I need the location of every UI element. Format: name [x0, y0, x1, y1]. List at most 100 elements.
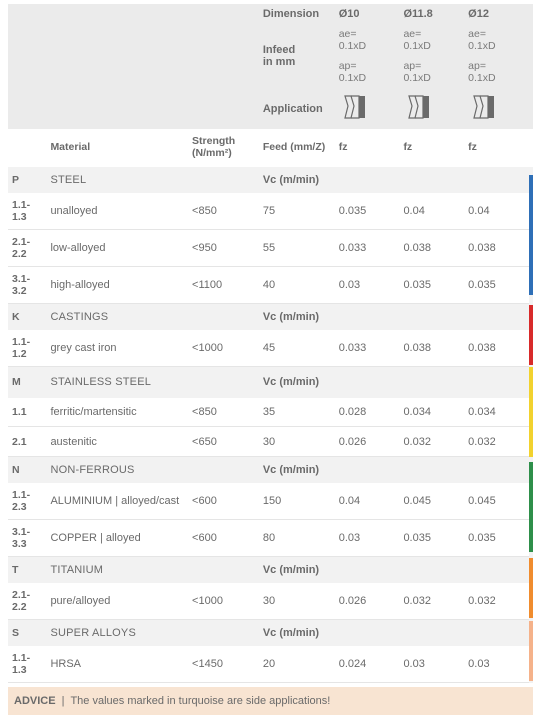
group-code: P	[8, 167, 46, 193]
group-name: TITANIUM	[46, 557, 188, 584]
top-header: Dimension Ø10 Ø11.8 Ø12 Infeed in mm ae=…	[8, 4, 533, 129]
group-stripe	[529, 457, 533, 557]
row-fz-1: 0.035	[399, 520, 464, 557]
ap-2: ap= 0.1xD	[464, 56, 529, 88]
row-fz-0: 0.028	[335, 398, 400, 427]
data-row: 1.1-1.3HRSA<1450200.0240.030.03	[8, 646, 533, 683]
group-name: NON-FERROUS	[46, 457, 188, 484]
cutting-data-table: Dimension Ø10 Ø11.8 Ø12 Infeed in mm ae=…	[0, 0, 541, 719]
row-strength: <1000	[188, 330, 259, 367]
row-fz-0: 0.033	[335, 230, 400, 267]
strength-header: Strength (N/mm²)	[188, 129, 259, 167]
row-fz-2: 0.045	[464, 483, 529, 520]
app-icon-0	[335, 88, 400, 129]
row-fz-2: 0.03	[464, 646, 529, 683]
app-icon-2	[464, 88, 529, 129]
group-stripe	[529, 367, 533, 457]
row-strength: <1000	[188, 583, 259, 620]
row-material: high-alloyed	[46, 267, 188, 304]
row-strength: <600	[188, 520, 259, 557]
row-fz-0: 0.04	[335, 483, 400, 520]
group-stripe	[529, 557, 533, 620]
data-row: 1.1-1.2grey cast iron<1000450.0330.0380.…	[8, 330, 533, 367]
row-fz-0: 0.035	[335, 193, 400, 230]
advice-label: ADVICE	[14, 695, 56, 707]
feed-header: Feed (mm/Z)	[259, 129, 335, 167]
row-fz-1: 0.032	[399, 583, 464, 620]
row-material: pure/alloyed	[46, 583, 188, 620]
group-header-row: NNON-FERROUS Vc (m/min)	[8, 457, 533, 484]
row-vc: 20	[259, 646, 335, 683]
row-fz-1: 0.038	[399, 330, 464, 367]
row-strength: <1450	[188, 646, 259, 683]
advice-box: ADVICE | The values marked in turquoise …	[8, 687, 533, 715]
row-strength: <1100	[188, 267, 259, 304]
ap-0: ap= 0.1xD	[335, 56, 400, 88]
data-row: 3.1-3.3COPPER | alloyed<600800.030.0350.…	[8, 520, 533, 557]
row-code: 1.1-1.3	[8, 646, 46, 683]
row-strength: <600	[188, 483, 259, 520]
row-fz-0: 0.024	[335, 646, 400, 683]
advice-text: The values marked in turquoise are side …	[70, 695, 330, 707]
row-code: 2.1-2.2	[8, 230, 46, 267]
group-header-row: PSTEEL Vc (m/min)	[8, 167, 533, 193]
vc-label: Vc (m/min)	[259, 167, 335, 193]
data-row: 3.1-3.2high-alloyed<1100400.030.0350.035	[8, 267, 533, 304]
data-row: 2.1-2.2low-alloyed<950550.0330.0380.038	[8, 230, 533, 267]
row-fz-1: 0.035	[399, 267, 464, 304]
row-code: 1.1-1.2	[8, 330, 46, 367]
group-stripe	[529, 167, 533, 304]
row-strength: <850	[188, 398, 259, 427]
main-table: Dimension Ø10 Ø11.8 Ø12 Infeed in mm ae=…	[8, 4, 533, 683]
fz-header-2: fz	[464, 129, 529, 167]
vc-label: Vc (m/min)	[259, 304, 335, 331]
ae-2: ae= 0.1xD	[464, 24, 529, 56]
row-code: 2.1	[8, 427, 46, 457]
row-material: low-alloyed	[46, 230, 188, 267]
row-fz-1: 0.045	[399, 483, 464, 520]
group-code: K	[8, 304, 46, 331]
row-material: COPPER | alloyed	[46, 520, 188, 557]
row-fz-1: 0.034	[399, 398, 464, 427]
column-headers: Material Strength (N/mm²) Feed (mm/Z) fz…	[8, 129, 533, 167]
row-vc: 35	[259, 398, 335, 427]
fz-header-1: fz	[399, 129, 464, 167]
group-name: SUPER ALLOYS	[46, 620, 188, 647]
row-strength: <950	[188, 230, 259, 267]
infeed-label: Infeed in mm	[259, 24, 335, 88]
row-material: ferritic/martensitic	[46, 398, 188, 427]
row-fz-2: 0.038	[464, 230, 529, 267]
row-fz-1: 0.04	[399, 193, 464, 230]
data-row: 2.1austenitic<650300.0260.0320.032	[8, 427, 533, 457]
group-stripe	[529, 304, 533, 367]
group-name: CASTINGS	[46, 304, 188, 331]
row-code: 1.1	[8, 398, 46, 427]
row-fz-2: 0.038	[464, 330, 529, 367]
row-fz-2: 0.032	[464, 427, 529, 457]
row-material: ALUMINIUM | alloyed/cast	[46, 483, 188, 520]
row-code: 2.1-2.2	[8, 583, 46, 620]
dia-1: Ø11.8	[399, 4, 464, 24]
group-code: T	[8, 557, 46, 584]
dia-0: Ø10	[335, 4, 400, 24]
group-header-row: SSUPER ALLOYSVc (m/min)	[8, 620, 533, 647]
row-code: 3.1-3.2	[8, 267, 46, 304]
row-fz-2: 0.04	[464, 193, 529, 230]
row-fz-0: 0.03	[335, 267, 400, 304]
row-material: austenitic	[46, 427, 188, 457]
group-name: STAINLESS STEEL	[46, 367, 188, 398]
row-material: unalloyed	[46, 193, 188, 230]
row-material: HRSA	[46, 646, 188, 683]
group-name: STEEL	[46, 167, 188, 193]
row-fz-1: 0.038	[399, 230, 464, 267]
row-fz-2: 0.034	[464, 398, 529, 427]
group-code: N	[8, 457, 46, 484]
vc-label: Vc (m/min)	[259, 557, 335, 584]
application-label: Application	[259, 88, 335, 129]
ap-1: ap= 0.1xD	[399, 56, 464, 88]
row-material: grey cast iron	[46, 330, 188, 367]
vc-label: Vc (m/min)	[259, 457, 335, 484]
row-vc: 75	[259, 193, 335, 230]
vc-label: Vc (m/min)	[259, 620, 335, 647]
ae-0: ae= 0.1xD	[335, 24, 400, 56]
